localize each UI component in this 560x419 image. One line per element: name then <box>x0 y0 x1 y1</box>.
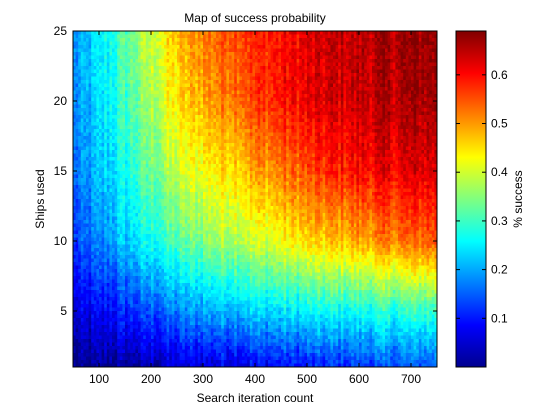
chart-title: Map of success probability <box>184 11 325 25</box>
heatmap-cells <box>73 31 438 368</box>
